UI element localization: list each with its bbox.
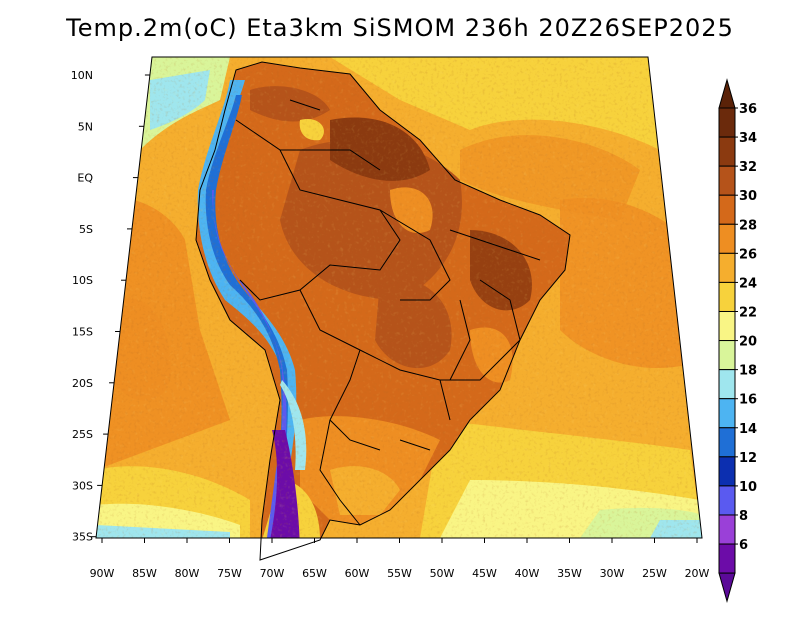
colorbar-label: 30	[739, 189, 757, 204]
colorbar-segment	[718, 107, 736, 138]
lat-tick-label: 35S	[72, 531, 93, 544]
colorbar-segment	[718, 165, 736, 196]
colorbar-label: 14	[739, 422, 757, 437]
colorbar-segment	[718, 456, 736, 487]
colorbar-under-triangle	[718, 572, 736, 603]
colorbar-label: 36	[739, 102, 757, 117]
colorbar-label: 16	[739, 393, 757, 408]
lon-tick-label: 35W	[557, 567, 582, 580]
colorbar-segment	[718, 136, 736, 167]
lat-tick-label: 10N	[71, 69, 93, 82]
map-frame	[95, 56, 703, 539]
lon-tick-label: 25W	[642, 567, 667, 580]
lon-tick-label: 40W	[515, 567, 540, 580]
colorbar-segment	[718, 223, 736, 254]
map-title: Temp.2m(oC) Eta3km SiSMOM 236h 20Z26SEP2…	[66, 14, 734, 42]
colorbar-label: 8	[739, 509, 748, 524]
lon-tick-label: 20W	[685, 567, 710, 580]
colorbar-label: 28	[739, 218, 757, 233]
colorbar-label: 24	[739, 276, 757, 291]
temperature-field	[96, 57, 702, 538]
colorbar-segment	[718, 310, 736, 342]
colorbar-segment	[718, 398, 736, 429]
lon-tick-label: 60W	[345, 567, 370, 580]
lon-tick-label: 45W	[472, 567, 497, 580]
longitude-axis: 90W 85W 80W 75W 70W 65W 60W 55W 50W 45W 40W 35W 30W 2…	[90, 538, 710, 580]
colorbar-label: 12	[739, 451, 757, 466]
colorbar-label: 20	[739, 335, 757, 350]
colorbar-segment	[718, 369, 736, 400]
lat-tick-label: EQ	[77, 172, 93, 185]
lat-tick-label: 20S	[72, 377, 93, 390]
lat-tick-label: 5N	[78, 120, 93, 133]
colorbar-segment	[718, 543, 736, 574]
colorbar-segment	[718, 514, 736, 545]
lat-tick-label: 15S	[72, 326, 93, 339]
lon-tick-label: 85W	[132, 567, 157, 580]
colorbar-segment	[718, 427, 736, 458]
lon-tick-label: 70W	[260, 567, 285, 580]
colorbar-label: 22	[739, 305, 757, 320]
colorbar-label: 34	[739, 131, 757, 146]
colorbar-label: 26	[739, 247, 757, 262]
colorbar-segment	[718, 281, 736, 312]
colorbar-segment	[718, 252, 736, 283]
lat-tick-label: 10S	[72, 274, 93, 287]
colorbar-label: 10	[739, 480, 757, 495]
lon-tick-label: 75W	[217, 567, 242, 580]
lon-tick-label: 80W	[175, 567, 200, 580]
lon-tick-label: 65W	[302, 567, 327, 580]
lon-tick-label: 55W	[387, 567, 412, 580]
colorbar-label: 32	[739, 160, 757, 175]
lon-tick-label: 90W	[90, 567, 115, 580]
lon-tick-label: 30W	[600, 567, 625, 580]
latitude-axis: 10N 5N EQ 5S 10S 15S 20S 25S 30S 35S	[71, 69, 150, 544]
lat-tick-label: 25S	[72, 428, 93, 441]
colorbar-segment	[718, 340, 736, 371]
political-borders	[195, 61, 571, 561]
lat-tick-label: 30S	[72, 479, 93, 492]
colorbar-label: 6	[739, 538, 748, 553]
colorbar-over-triangle	[718, 78, 736, 109]
colorbar: 36 34 32 30 28 26 24 22 20 18 16 14 12 10 8 6	[718, 78, 757, 603]
colorbar-segment	[718, 194, 736, 225]
lon-tick-label: 50W	[430, 567, 455, 580]
lat-tick-label: 5S	[79, 223, 93, 236]
colorbar-segment	[718, 485, 736, 516]
colorbar-label: 18	[739, 364, 757, 379]
